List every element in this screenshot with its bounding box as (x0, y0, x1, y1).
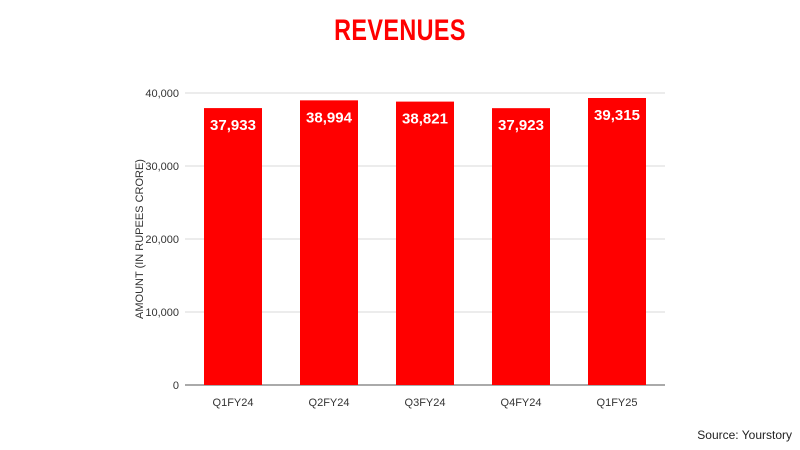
x-tick-label: Q3FY24 (405, 397, 446, 409)
y-tick-label: 30,000 (145, 161, 179, 173)
data-labels: 37,933 38,994 38,821 37,923 39,315 (210, 107, 640, 134)
data-label: 38,994 (306, 109, 353, 126)
y-tick-label: 10,000 (145, 307, 179, 319)
x-tick-label: Q4FY24 (501, 397, 542, 409)
data-label: 37,933 (210, 117, 256, 134)
chart-title: REVENUES (334, 14, 466, 47)
source-note: Source: Yourstory (697, 428, 792, 442)
x-axis-ticks: Q1FY24 Q2FY24 Q3FY24 Q4FY24 Q1FY25 (213, 397, 638, 409)
y-tick-label: 20,000 (145, 234, 179, 246)
bar (588, 98, 646, 386)
data-label: 38,821 (402, 111, 448, 128)
y-tick-label: 0 (173, 380, 179, 392)
x-tick-label: Q1FY25 (597, 397, 638, 409)
x-tick-label: Q2FY24 (309, 397, 350, 409)
bar (204, 108, 262, 385)
y-axis-title: AMOUNT (IN RUPEES CRORE) (134, 159, 146, 319)
bar (300, 100, 358, 385)
x-tick-label: Q1FY24 (213, 397, 254, 409)
bar (396, 101, 454, 386)
y-tick-label: 40,000 (145, 88, 179, 100)
y-axis-ticks: 0 10,000 20,000 30,000 40,000 (145, 88, 179, 392)
bars (204, 98, 646, 386)
bar (492, 108, 550, 385)
data-label: 39,315 (594, 107, 640, 124)
data-label: 37,923 (498, 117, 544, 134)
